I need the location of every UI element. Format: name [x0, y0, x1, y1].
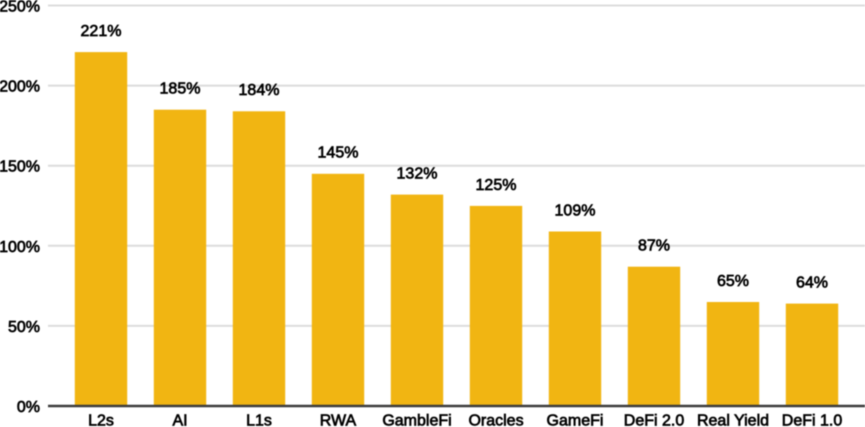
svg-text:125%: 125% [476, 177, 517, 194]
svg-text:Oracles: Oracles [468, 413, 523, 427]
svg-text:L1s: L1s [246, 413, 272, 427]
svg-text:250%: 250% [0, 0, 40, 16]
svg-text:185%: 185% [160, 81, 201, 98]
svg-text:200%: 200% [0, 79, 40, 96]
svg-text:150%: 150% [0, 159, 40, 176]
svg-text:Real Yield: Real Yield [697, 413, 769, 427]
svg-text:RWA: RWA [320, 413, 357, 427]
svg-text:87%: 87% [638, 238, 670, 255]
svg-text:GameFi: GameFi [547, 413, 604, 427]
svg-text:145%: 145% [318, 145, 359, 162]
svg-text:DeFi 2.0: DeFi 2.0 [624, 413, 685, 427]
svg-text:65%: 65% [717, 273, 749, 290]
svg-text:50%: 50% [8, 319, 40, 336]
svg-text:221%: 221% [81, 23, 122, 40]
svg-text:DeFi 1.0: DeFi 1.0 [782, 413, 843, 427]
svg-text:L2s: L2s [88, 413, 114, 427]
svg-text:AI: AI [172, 413, 187, 427]
svg-text:109%: 109% [555, 202, 596, 219]
svg-text:184%: 184% [239, 82, 280, 99]
svg-text:0%: 0% [17, 399, 40, 416]
svg-text:64%: 64% [796, 275, 828, 292]
svg-text:GambleFi: GambleFi [382, 413, 451, 427]
svg-text:100%: 100% [0, 239, 40, 256]
svg-text:132%: 132% [397, 166, 438, 183]
